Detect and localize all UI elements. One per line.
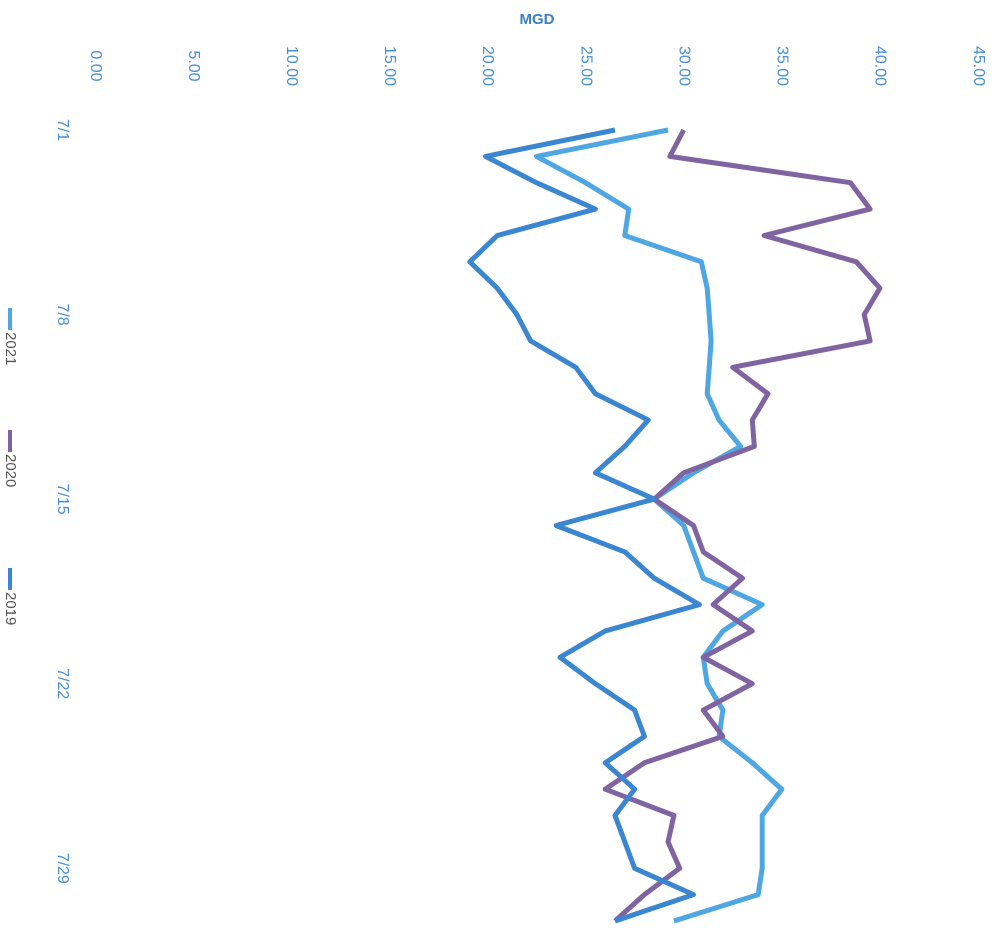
value-tick-label: 25.00: [577, 46, 594, 86]
date-tick-label: 7/8: [54, 303, 71, 325]
value-tick-label: 45.00: [970, 46, 987, 86]
legend-label: 2020: [2, 454, 19, 487]
legend-label: 2021: [2, 332, 19, 365]
date-tick-label: 7/22: [54, 668, 71, 699]
value-tick-label: 30.00: [675, 46, 692, 86]
value-tick-label: 15.00: [381, 46, 398, 86]
value-tick-label: 40.00: [872, 46, 889, 86]
value-tick-label: 35.00: [774, 46, 791, 86]
value-tick-label: 5.00: [185, 50, 202, 81]
date-tick-label: 7/15: [54, 484, 71, 515]
date-tick-label: 7/1: [54, 119, 71, 141]
series-line: [602, 128, 883, 923]
value-tick-label: 20.00: [479, 46, 496, 86]
series-line: [467, 127, 702, 924]
value-tick-label: 10.00: [283, 46, 300, 86]
date-tick-label: 7/29: [54, 853, 71, 884]
series-line: [534, 127, 785, 924]
axis-title: MGD: [520, 11, 555, 28]
value-tick-label: 0.00: [87, 50, 104, 81]
legend-label: 2019: [2, 592, 19, 625]
